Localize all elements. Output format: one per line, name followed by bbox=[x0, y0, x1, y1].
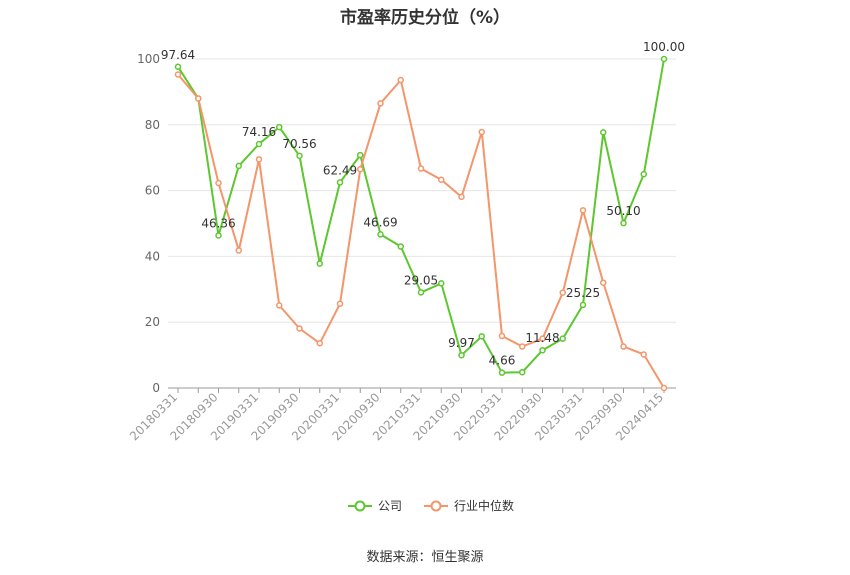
data-point bbox=[438, 280, 445, 287]
data-point bbox=[559, 289, 566, 296]
data-point bbox=[215, 232, 222, 239]
axes bbox=[168, 387, 676, 393]
grid-lines bbox=[168, 58, 676, 323]
data-point bbox=[519, 368, 526, 376]
data-label: 62.49 bbox=[323, 163, 357, 177]
data-point bbox=[579, 301, 587, 309]
data-point bbox=[377, 231, 384, 238]
data-point bbox=[235, 247, 242, 254]
data-labels: 97.64 46.36 74.16 70.56 62.49 46.69 29.05 9.97 4… bbox=[161, 40, 685, 368]
data-point bbox=[255, 156, 263, 163]
data-point bbox=[336, 179, 344, 186]
data-point bbox=[559, 335, 566, 342]
data-point bbox=[276, 302, 283, 309]
data-point bbox=[336, 300, 344, 308]
data-label: 11.48 bbox=[525, 331, 559, 345]
chart-title: 市盈率历史分位（%） bbox=[339, 8, 511, 28]
data-point bbox=[600, 129, 607, 136]
data-point bbox=[579, 207, 587, 214]
data-point bbox=[620, 219, 627, 227]
data-point bbox=[660, 55, 668, 63]
data-point bbox=[600, 279, 607, 286]
data-point bbox=[195, 95, 202, 102]
data-point bbox=[316, 340, 323, 347]
data-point bbox=[215, 179, 222, 187]
data-point bbox=[498, 369, 506, 376]
data-label: 74.16 bbox=[242, 125, 276, 139]
y-tick-label: 100 bbox=[137, 52, 160, 66]
data-point bbox=[417, 165, 425, 172]
data-point bbox=[458, 193, 465, 201]
data-point bbox=[397, 76, 404, 84]
data-point bbox=[417, 289, 425, 296]
legend-marker bbox=[354, 500, 366, 512]
data-point bbox=[660, 384, 668, 392]
data-label: 25.25 bbox=[566, 286, 600, 300]
source-note: 数据来源：恒生聚源 bbox=[366, 550, 484, 565]
legend-marker bbox=[430, 500, 442, 512]
data-point bbox=[174, 63, 182, 71]
y-tick-label: 80 bbox=[145, 118, 160, 132]
y-tick-labels: 0 20 40 60 80 100 bbox=[137, 52, 160, 395]
data-point bbox=[438, 176, 445, 183]
y-tick-label: 0 bbox=[152, 381, 160, 395]
series-line-1 bbox=[177, 58, 665, 374]
data-label: 50.10 bbox=[606, 204, 640, 218]
data-point bbox=[539, 335, 546, 342]
data-point bbox=[235, 162, 242, 170]
data-point bbox=[539, 346, 546, 354]
y-tick-label: 20 bbox=[145, 315, 160, 329]
data-point bbox=[458, 351, 465, 359]
data-point bbox=[316, 260, 323, 267]
data-point bbox=[296, 152, 303, 160]
data-point bbox=[255, 140, 263, 148]
series-lines bbox=[174, 55, 668, 392]
data-label: 29.05 bbox=[404, 273, 438, 287]
legend: 公司 行业中位数 bbox=[348, 498, 514, 513]
data-label: 9.97 bbox=[448, 336, 475, 350]
legend-label: 公司 bbox=[378, 499, 402, 513]
data-label: 4.66 bbox=[489, 354, 516, 368]
data-point bbox=[296, 325, 303, 332]
data-point bbox=[174, 71, 182, 78]
y-tick-label: 40 bbox=[145, 249, 160, 263]
data-point bbox=[640, 170, 647, 178]
y-tick-label: 60 bbox=[145, 184, 160, 198]
legend-label: 行业中位数 bbox=[454, 498, 514, 513]
data-point bbox=[276, 123, 283, 131]
data-label: 70.56 bbox=[282, 137, 316, 151]
x-tick-labels: 2018033120180930201903312019093020200331… bbox=[127, 390, 666, 443]
data-point bbox=[620, 343, 627, 350]
data-point bbox=[357, 165, 364, 173]
data-label: 100.00 bbox=[643, 40, 685, 54]
data-point bbox=[397, 243, 404, 250]
data-point bbox=[519, 343, 526, 350]
data-label: 46.69 bbox=[363, 215, 397, 229]
data-point bbox=[478, 128, 485, 136]
data-point bbox=[498, 332, 506, 340]
data-point bbox=[357, 151, 364, 159]
data-point bbox=[640, 351, 647, 358]
data-point bbox=[478, 333, 485, 340]
data-label: 46.36 bbox=[201, 216, 235, 230]
data-point bbox=[377, 100, 384, 107]
data-label: 97.64 bbox=[161, 48, 195, 62]
